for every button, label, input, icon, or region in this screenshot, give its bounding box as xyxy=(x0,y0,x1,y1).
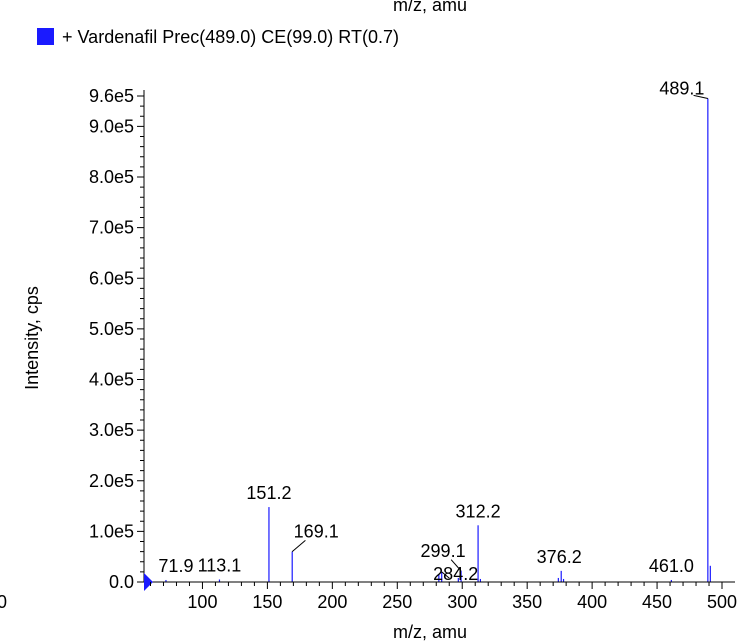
y-tick-label: 7.0e5 xyxy=(89,218,134,238)
x-tick-label: 400 xyxy=(577,592,607,612)
y-tick-label: 9.6e5 xyxy=(89,86,134,106)
peak-label: 71.9 xyxy=(158,556,193,576)
peak-label: 169.1 xyxy=(294,522,339,542)
peak-label: 489.1 xyxy=(659,79,704,99)
peak-label: 461.0 xyxy=(649,556,694,576)
peak-label: 151.2 xyxy=(246,483,291,503)
x-axis-title: m/z, amu xyxy=(393,622,467,642)
peak-label: 113.1 xyxy=(198,555,242,575)
y-tick-label: 9.0e5 xyxy=(89,116,134,136)
x-tick-label: 100 xyxy=(187,592,217,612)
peak-label-leader xyxy=(450,559,462,572)
y-tick-label: 1.0e5 xyxy=(89,521,134,541)
y-tick-label: 5.0e5 xyxy=(89,319,134,339)
legend-label: + Vardenafil Prec(489.0) CE(99.0) RT(0.7… xyxy=(62,27,399,47)
x-tick-label: 300 xyxy=(447,592,477,612)
peak-label-leader xyxy=(291,540,306,553)
peak-label: 376.2 xyxy=(537,547,582,567)
y-tick-label: 0.0 xyxy=(109,572,134,592)
x-tick-label: 250 xyxy=(382,592,412,612)
y-tick-label: 2.0e5 xyxy=(89,471,134,491)
peak-label: 299.1 xyxy=(421,541,466,561)
peaks-layer xyxy=(165,98,711,582)
y-tick-label: 4.0e5 xyxy=(89,370,134,390)
y-tick-label: 8.0e5 xyxy=(89,167,134,187)
y-axis-title: Intensity, cps xyxy=(22,286,42,390)
x-tick-label: 450 xyxy=(642,592,672,612)
axes-layer: 0.0 1.0e5 2.0e5 3.0e5 4.0e5 5.0e5 6.0e5 7.0e5 8.… xyxy=(0,86,737,612)
x-tick-label-clipped: 0 xyxy=(0,592,7,612)
peak-label: 284.2 xyxy=(433,564,478,584)
peak-label-leader xyxy=(693,94,708,100)
legend-swatch xyxy=(37,28,54,45)
x-tick-label: 500 xyxy=(707,592,737,612)
peak-label: 312.2 xyxy=(456,501,501,521)
origin-marker-icon xyxy=(144,573,153,591)
x-tick-label: 150 xyxy=(252,592,282,612)
y-tick-label: 6.0e5 xyxy=(89,268,134,288)
y-tick-label: 3.0e5 xyxy=(89,420,134,440)
top-clipped-axis-title: m/z, amu xyxy=(393,0,467,15)
x-tick-label: 350 xyxy=(512,592,542,612)
peak-label-leader xyxy=(441,571,450,579)
x-tick-label: 200 xyxy=(317,592,347,612)
